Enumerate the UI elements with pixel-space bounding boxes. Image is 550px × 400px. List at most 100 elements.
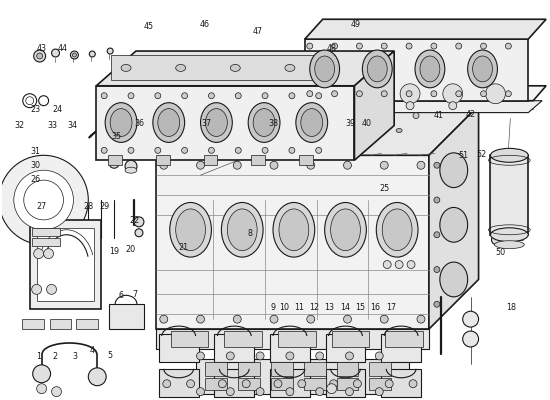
Ellipse shape [173, 128, 179, 132]
Circle shape [37, 384, 47, 394]
Polygon shape [156, 155, 429, 329]
Circle shape [375, 352, 383, 360]
Ellipse shape [494, 241, 524, 249]
Circle shape [406, 91, 412, 97]
Circle shape [196, 315, 205, 323]
Circle shape [321, 102, 329, 110]
Text: 20: 20 [125, 245, 135, 254]
Bar [238, 362, 260, 376]
Circle shape [163, 380, 170, 388]
Circle shape [73, 53, 76, 57]
Bar [304, 362, 326, 376]
Text: 7: 7 [132, 290, 137, 299]
Polygon shape [303, 101, 542, 113]
Circle shape [316, 352, 323, 360]
Text: 23: 23 [31, 105, 41, 114]
Circle shape [37, 53, 43, 59]
Polygon shape [159, 369, 199, 397]
Text: 6: 6 [118, 291, 124, 300]
Polygon shape [204, 155, 217, 165]
Bar [278, 331, 316, 347]
Circle shape [385, 380, 393, 388]
Circle shape [52, 49, 59, 57]
Circle shape [191, 113, 196, 118]
Circle shape [381, 43, 387, 49]
Circle shape [163, 113, 169, 118]
Circle shape [274, 380, 282, 388]
Ellipse shape [420, 56, 440, 82]
Circle shape [463, 331, 478, 347]
Circle shape [182, 93, 188, 99]
Polygon shape [156, 106, 478, 155]
Text: 2: 2 [52, 352, 57, 362]
Circle shape [383, 260, 391, 268]
Bar [224, 331, 262, 347]
Circle shape [345, 388, 354, 396]
Circle shape [385, 113, 391, 118]
Text: 36: 36 [135, 119, 145, 128]
Text: 25: 25 [379, 184, 389, 193]
Circle shape [26, 97, 34, 105]
Text: 48: 48 [327, 44, 337, 53]
Circle shape [23, 94, 37, 108]
Circle shape [235, 93, 241, 99]
Text: 17: 17 [386, 303, 396, 312]
Circle shape [246, 113, 252, 118]
Polygon shape [156, 329, 429, 349]
Circle shape [101, 93, 107, 99]
Circle shape [89, 51, 95, 57]
Circle shape [32, 365, 51, 383]
Text: 35: 35 [112, 132, 122, 141]
Circle shape [400, 84, 420, 104]
Text: 28: 28 [83, 202, 94, 211]
Circle shape [107, 48, 113, 54]
Circle shape [356, 43, 362, 49]
Bar [111, 319, 133, 329]
Circle shape [302, 113, 308, 118]
Circle shape [505, 43, 512, 49]
Ellipse shape [206, 109, 227, 136]
Circle shape [315, 84, 334, 104]
Circle shape [456, 43, 461, 49]
Ellipse shape [307, 128, 313, 132]
Ellipse shape [472, 56, 492, 82]
Ellipse shape [175, 209, 206, 251]
Circle shape [434, 197, 440, 203]
Ellipse shape [170, 202, 211, 257]
Circle shape [395, 260, 403, 268]
Circle shape [286, 388, 294, 396]
Ellipse shape [217, 128, 223, 132]
Text: 9: 9 [270, 303, 276, 312]
Ellipse shape [415, 50, 445, 88]
Circle shape [406, 43, 412, 49]
Ellipse shape [201, 103, 232, 142]
Circle shape [356, 91, 362, 97]
Circle shape [47, 284, 57, 294]
Polygon shape [251, 155, 265, 165]
Ellipse shape [153, 103, 185, 142]
Text: 30: 30 [31, 160, 41, 170]
Text: 27: 27 [36, 202, 46, 211]
Text: 11: 11 [295, 303, 305, 312]
Circle shape [344, 315, 351, 323]
Bar [76, 319, 98, 329]
Circle shape [481, 91, 487, 97]
Bar [170, 331, 208, 347]
Text: 43: 43 [36, 44, 46, 53]
Polygon shape [156, 155, 170, 165]
Ellipse shape [301, 109, 323, 136]
Circle shape [434, 301, 440, 307]
Polygon shape [214, 369, 254, 397]
Bar [32, 238, 59, 246]
Circle shape [486, 84, 505, 104]
Circle shape [242, 380, 250, 388]
Text: 14: 14 [340, 303, 350, 312]
Circle shape [235, 147, 241, 153]
Polygon shape [196, 359, 409, 394]
Bar [206, 378, 227, 390]
Ellipse shape [296, 103, 328, 142]
Polygon shape [109, 304, 144, 329]
Circle shape [218, 380, 227, 388]
Ellipse shape [376, 202, 418, 257]
Ellipse shape [468, 50, 497, 88]
